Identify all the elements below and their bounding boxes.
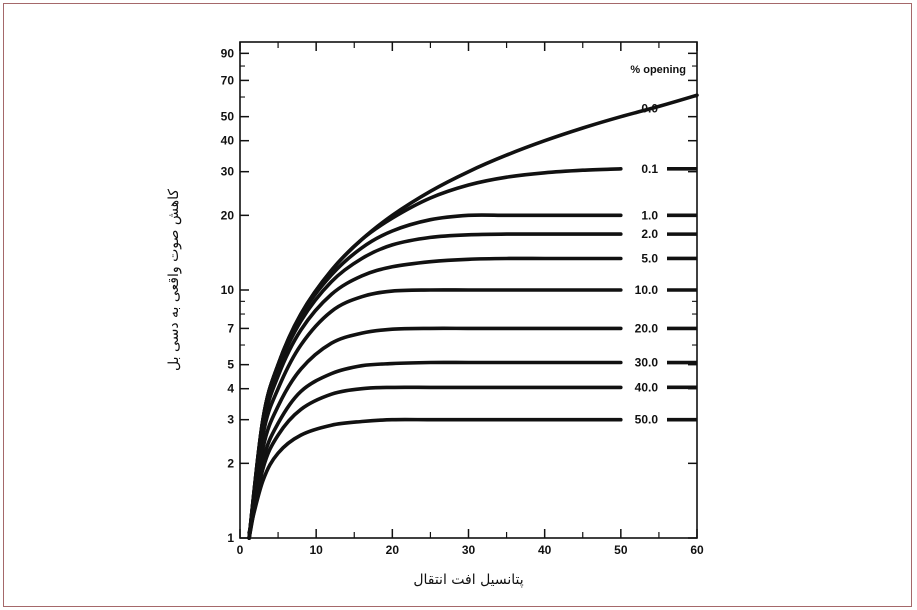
series-label: 5.0 [641,251,658,265]
x-tick-label: 40 [538,543,552,557]
series-label: 20.0 [635,321,659,335]
x-tick-label: 30 [462,543,476,557]
series-label: 0.0 [641,101,658,115]
y-tick-label: 10 [221,283,235,297]
x-tick-label: 60 [690,543,704,557]
series-labels: 0.0 0.1 1.0 2.0 5.0 10.0 20.0 30.0 40.0 50.0 [635,101,659,426]
y-tick-label: 5 [227,358,234,372]
series-label: 30.0 [635,356,659,370]
series-curve [247,417,623,535]
series-curve [247,288,623,540]
y-tick-label: 30 [221,165,235,179]
y-tick-label: 4 [227,382,234,396]
series-curves [247,93,699,540]
y-tick-label: 90 [221,46,235,60]
x-tick-label: 0 [237,543,244,557]
y-tick-label: 70 [221,73,235,87]
x-axis-title: پتانسیل افت انتقال [413,572,523,588]
x-tick-label: 50 [614,543,628,557]
y-axis-title: کاهش صوت واقعی به دسی بل [166,189,182,371]
y-tick-label: 40 [221,134,235,148]
series-label: 40.0 [635,380,659,394]
series-curve [247,385,623,540]
axis-ticks: 0 10 20 30 40 50 60 1 2 3 4 5 7 10 20 30 40 50 70 90 [221,42,704,557]
series-curve [247,167,623,540]
x-tick-label: 10 [309,543,323,557]
series-curve [247,232,623,540]
series-label: 0.1 [641,162,658,176]
series-curve [247,360,623,540]
series-label: 1.0 [641,208,658,222]
y-tick-label: 3 [227,413,234,427]
series-curve [247,213,623,540]
series-curve [247,93,699,540]
x-tick-label: 20 [386,543,400,557]
y-tick-label: 2 [227,456,234,470]
figure-frame [3,3,912,607]
legend-title: % opening [630,64,686,76]
y-tick-label: 1 [227,531,234,545]
series-label: 2.0 [641,227,658,241]
y-tick-label: 50 [221,110,235,124]
series-curve [247,326,623,540]
series-label: 50.0 [635,413,659,427]
series-curve [247,256,623,540]
y-tick-label: 20 [221,208,235,222]
y-tick-label: 7 [227,321,234,335]
series-label: 10.0 [635,283,659,297]
